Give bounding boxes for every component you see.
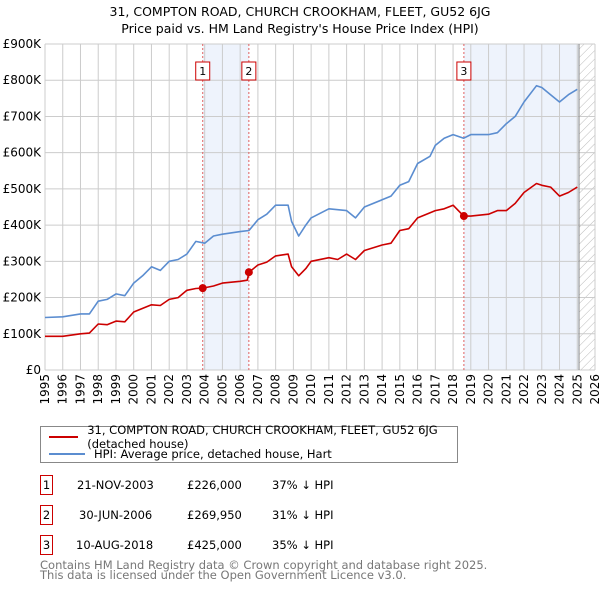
sale-price: £425,000 xyxy=(187,538,242,552)
y-tick-label: £800K xyxy=(3,73,43,87)
chart-title: 31, COMPTON ROAD, CHURCH CROOKHAM, FLEET… xyxy=(0,3,600,37)
legend-item-property: 31, COMPTON ROAD, CHURCH CROOKHAM, FLEET… xyxy=(49,423,457,451)
x-tick-label: 2006 xyxy=(233,374,247,405)
sale-row: 2 30-JUN-2006 £269,950 31% ↓ HPI xyxy=(40,505,440,525)
sale-point xyxy=(198,284,207,293)
legend-swatch-property xyxy=(49,436,79,438)
sale-number: 3 xyxy=(40,535,53,555)
price-chart: £0 £100K £200K £300K £400K £500K £600K £700K £80… xyxy=(3,37,600,405)
x-tick-label: 1999 xyxy=(109,374,123,405)
x-tick-label: 2001 xyxy=(144,374,158,405)
x-tick-label: 2013 xyxy=(357,374,371,405)
sale-price: £269,950 xyxy=(187,508,242,522)
legend-label-hpi: HPI: Average price, detached house, Hart xyxy=(94,447,332,461)
attribution: Contains HM Land Registry data © Crown c… xyxy=(40,558,488,582)
legend-label-property: 31, COMPTON ROAD, CHURCH CROOKHAM, FLEET… xyxy=(87,423,438,451)
x-tick-label: 1998 xyxy=(91,374,105,405)
sale-date: 21-NOV-2003 xyxy=(77,478,154,492)
y-tick-label: £700K xyxy=(3,109,43,123)
sale-hpi-diff: 31% ↓ HPI xyxy=(272,508,334,522)
x-tick-label: 1997 xyxy=(73,374,87,405)
sale-marker-box xyxy=(195,61,211,81)
forecast-hatch xyxy=(579,44,595,370)
y-tick-label: £600K xyxy=(3,146,43,160)
sale-marker-box xyxy=(241,61,257,81)
x-tick-label: 2026 xyxy=(588,374,600,405)
x-tick-label: 2012 xyxy=(340,374,354,405)
shaded-period-1 xyxy=(202,44,249,370)
x-tick-label: 2017 xyxy=(428,374,442,405)
x-tick-label: 2003 xyxy=(180,374,194,405)
y-tick-label: £100K xyxy=(3,327,43,341)
x-tick-label: 2022 xyxy=(517,374,531,405)
x-tick-label: 2016 xyxy=(411,374,425,405)
y-tick-label: £300K xyxy=(3,254,43,268)
sale-marker-label: 3 xyxy=(460,65,467,78)
x-tick-label: 2009 xyxy=(286,374,300,405)
x-tick-label: 2004 xyxy=(198,374,212,405)
x-tick-label: 2024 xyxy=(553,374,567,405)
x-tick-label: 2021 xyxy=(499,374,513,405)
title-line-1: 31, COMPTON ROAD, CHURCH CROOKHAM, FLEET… xyxy=(109,4,491,19)
x-tick-label: 2023 xyxy=(535,374,549,405)
legend: 31, COMPTON ROAD, CHURCH CROOKHAM, FLEET… xyxy=(40,423,458,463)
x-tick-label: 2008 xyxy=(269,374,283,405)
sale-point xyxy=(459,212,468,221)
sale-number: 1 xyxy=(40,475,53,495)
x-tick-label: 2019 xyxy=(464,374,478,405)
y-tick-label: £500K xyxy=(3,182,43,196)
attribution-line-1: Contains HM Land Registry data © Crown c… xyxy=(40,558,488,572)
property-price-line xyxy=(45,182,578,338)
x-tick-label: 2010 xyxy=(304,374,318,405)
x-tick-label: 2007 xyxy=(251,374,265,405)
x-tick-label: 2015 xyxy=(393,374,407,405)
hpi-line xyxy=(44,84,578,319)
sale-row: 1 21-NOV-2003 £226,000 37% ↓ HPI xyxy=(40,475,440,495)
title-line-2: Price paid vs. HM Land Registry's House … xyxy=(121,21,479,36)
sale-number: 2 xyxy=(40,505,53,525)
attribution-line-2: This data is licensed under the Open Gov… xyxy=(40,568,407,582)
sale-point xyxy=(244,268,253,277)
sale-marker-box xyxy=(456,61,472,81)
sale-row: 3 10-AUG-2018 £425,000 35% ↓ HPI xyxy=(40,535,440,555)
y-tick-label: £900K xyxy=(3,37,43,51)
sale-hpi-diff: 35% ↓ HPI xyxy=(272,538,334,552)
x-tick-label: 2011 xyxy=(322,374,336,405)
x-tick-label: 1996 xyxy=(56,374,70,405)
legend-swatch-hpi xyxy=(49,453,85,455)
y-tick-label: £0 xyxy=(26,363,41,377)
x-tick-label: 2000 xyxy=(127,374,141,405)
shaded-period-2 xyxy=(463,44,580,370)
x-tick-label: 2014 xyxy=(375,374,389,405)
x-tick-label: 2002 xyxy=(162,374,176,405)
sale-marker-label: 1 xyxy=(199,65,206,78)
sale-date: 30-JUN-2006 xyxy=(79,508,153,522)
sale-date: 10-AUG-2018 xyxy=(76,538,154,552)
x-tick-label: 2025 xyxy=(570,374,584,405)
x-tick-label: 2020 xyxy=(482,374,496,405)
x-tick-label: 2005 xyxy=(215,374,229,405)
sale-marker-label: 2 xyxy=(245,65,252,78)
sale-price: £226,000 xyxy=(187,478,242,492)
legend-item-hpi: HPI: Average price, detached house, Hart xyxy=(49,446,332,462)
sale-hpi-diff: 37% ↓ HPI xyxy=(272,478,334,492)
y-tick-label: £400K xyxy=(3,218,43,232)
y-tick-label: £200K xyxy=(3,291,43,305)
x-tick-label: 2018 xyxy=(446,374,460,405)
x-tick-label: 1995 xyxy=(38,374,52,405)
